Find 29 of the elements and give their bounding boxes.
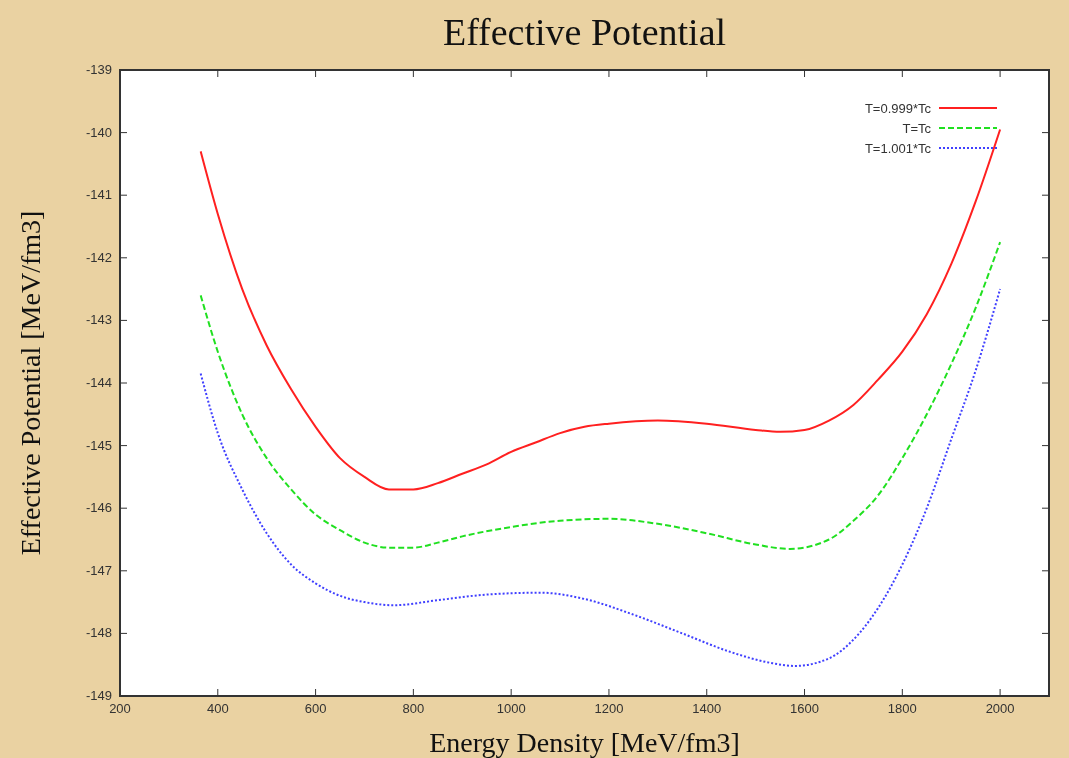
y-tick-label: -141 bbox=[85, 187, 112, 203]
legend-label: T=1.001*Tc bbox=[864, 141, 932, 156]
y-tick-label: -145 bbox=[85, 437, 112, 453]
x-tick-label: 200 bbox=[109, 701, 131, 716]
legend-label: T=0.999*Tc bbox=[864, 101, 932, 116]
y-tick-label: -140 bbox=[85, 124, 112, 140]
y-tick-label: -144 bbox=[85, 375, 112, 390]
x-tick-label: 1400 bbox=[692, 701, 722, 716]
x-tick-label: 1200 bbox=[594, 701, 624, 716]
x-tick-label: 1000 bbox=[496, 701, 526, 716]
x-axis-title: Energy Density [MeV/fm3] bbox=[429, 727, 740, 758]
x-tick-label: 800 bbox=[402, 701, 425, 716]
y-tick-label: -146 bbox=[85, 500, 112, 516]
x-tick-label: 1600 bbox=[790, 701, 819, 716]
x-tick-label: 600 bbox=[304, 701, 327, 716]
line-series bbox=[199, 288, 1002, 667]
y-axis-title: Effective Potential [MeV/fm3] bbox=[15, 210, 46, 556]
y-tick-label: -142 bbox=[85, 249, 112, 265]
x-tick-label: 1800 bbox=[887, 701, 917, 716]
legend-label: T=Tc bbox=[902, 121, 932, 136]
y-tick-label: -148 bbox=[85, 625, 112, 641]
x-tick-label: 2000 bbox=[985, 701, 1015, 716]
x-tick-label: 400 bbox=[206, 701, 229, 716]
y-tick-label: -149 bbox=[85, 688, 112, 703]
chart-title: Effective Potential bbox=[442, 11, 727, 53]
line-series bbox=[199, 241, 1002, 550]
y-tick-label: -143 bbox=[85, 312, 112, 328]
y-tick-label: -139 bbox=[85, 62, 112, 77]
y-tick-label: -147 bbox=[85, 562, 112, 578]
